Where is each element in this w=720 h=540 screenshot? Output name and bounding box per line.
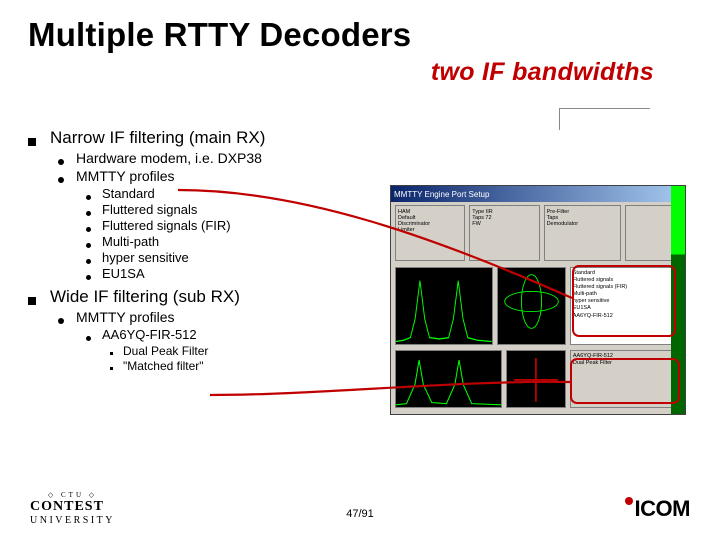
panel-prefilter: Pre-Filter Taps Demodulator xyxy=(544,205,621,261)
bullet-icon xyxy=(86,275,91,280)
bullet-mmtty-1: MMTTY profiles xyxy=(76,168,175,184)
profile-eu1sa: EU1SA xyxy=(102,266,145,281)
logo-line: ◇ CTU ◇ xyxy=(30,491,115,499)
profile-hyper: hyper sensitive xyxy=(102,250,189,265)
bullet-icon xyxy=(86,336,91,341)
bullet-icon xyxy=(86,259,91,264)
bullet-icon xyxy=(86,195,91,200)
bullet-icon xyxy=(58,177,64,183)
panel-ham: HAM Default Discriminator Limiter xyxy=(395,205,465,261)
bullet-hw-modem: Hardware modem, i.e. DXP38 xyxy=(76,150,262,166)
xy-scope-2 xyxy=(506,350,566,408)
profile-matched: "Matched filter" xyxy=(123,359,204,373)
footer-logo-right: ICOM xyxy=(625,496,690,522)
profile-dualpeak: Dual Peak Filter xyxy=(123,344,208,358)
profile-fluttered-fir: Fluttered signals (FIR) xyxy=(102,218,231,233)
label: Demodulator xyxy=(547,221,618,227)
bullet-icon xyxy=(28,297,36,305)
footer-logo-left: ◇ CTU ◇ CONTEST UNIVERSITY xyxy=(30,491,115,526)
slide-subtitle: two IF bandwidths xyxy=(28,58,692,87)
waterfall-2 xyxy=(395,350,502,408)
xy-scope xyxy=(497,267,566,345)
title-decor-h xyxy=(560,108,650,109)
bullet-icon xyxy=(58,159,64,165)
logo-dot-icon xyxy=(625,497,633,505)
window-titlebar: MMTTY Engine Port Setup xyxy=(391,186,685,202)
logo-text: ICOM xyxy=(635,496,690,522)
callout-box-profiles-upper xyxy=(572,265,676,337)
window-title: MMTTY Engine Port Setup xyxy=(394,190,489,199)
bullet-narrow: Narrow IF filtering (main RX) xyxy=(50,128,265,148)
title-decor-v xyxy=(559,108,560,130)
logo-line: UNIVERSITY xyxy=(30,515,115,526)
bullet-mmtty-2: MMTTY profiles xyxy=(76,309,175,325)
logo-line: CONTEST xyxy=(30,499,115,515)
bullet-wide: Wide IF filtering (sub RX) xyxy=(50,287,240,307)
bullet-icon xyxy=(58,318,64,324)
bullet-icon xyxy=(110,352,113,355)
bullet-icon xyxy=(28,138,36,146)
profile-aa6yq: AA6YQ-FIR-512 xyxy=(102,327,197,342)
panel-iir: Type IIR Taps 72 FW xyxy=(469,205,539,261)
profile-multipath: Multi-path xyxy=(102,234,159,249)
profile-standard: Standard xyxy=(102,186,155,201)
bullet-icon xyxy=(86,243,91,248)
waterfall-1 xyxy=(395,267,493,345)
page-number: 47/91 xyxy=(346,508,374,520)
slide-title: Multiple RTTY Decoders xyxy=(28,16,692,54)
label: FW xyxy=(472,221,536,227)
bullet-icon xyxy=(110,367,113,370)
callout-box-profiles-lower xyxy=(570,358,680,404)
label: Limiter xyxy=(398,227,462,233)
bullet-icon xyxy=(86,227,91,232)
bullet-icon xyxy=(86,211,91,216)
profile-fluttered: Fluttered signals xyxy=(102,202,197,217)
